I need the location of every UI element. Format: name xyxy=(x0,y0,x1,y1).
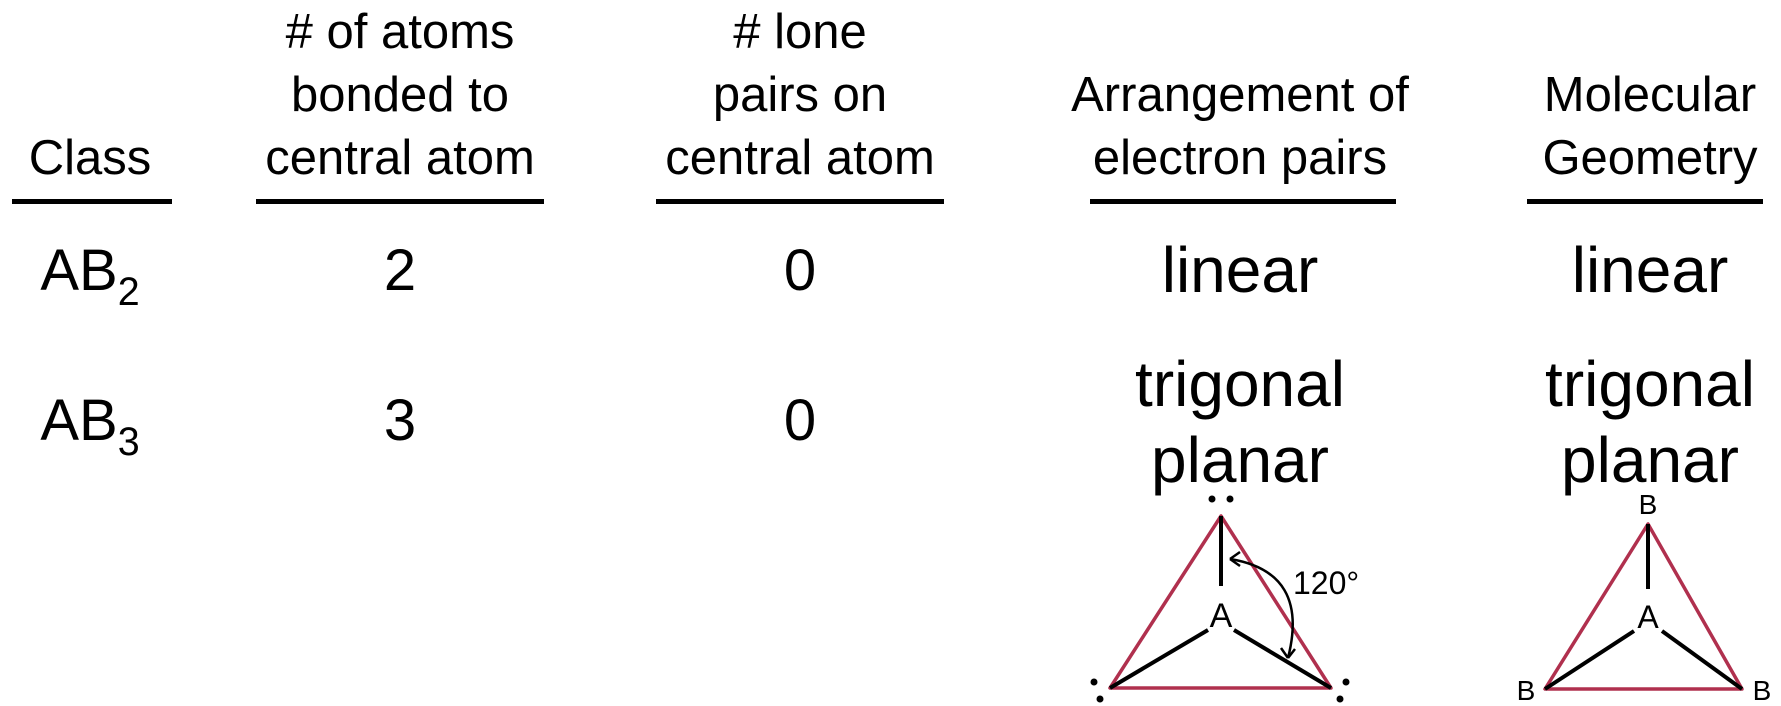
bond-right xyxy=(1234,630,1331,688)
rule-electron-arrangement xyxy=(1090,199,1396,204)
rule-lone-pairs xyxy=(656,199,944,204)
header-class: Class xyxy=(0,127,180,190)
row1-molecular-geometry: linear xyxy=(1505,232,1781,308)
row2-molecular-geometry: trigonal planar xyxy=(1505,346,1781,498)
rule-molecular-geometry xyxy=(1527,199,1763,204)
row2-class: AB3 xyxy=(0,385,180,457)
row1-electron-arrangement: linear xyxy=(1040,232,1440,308)
lone-pair-dots-top xyxy=(1209,496,1234,503)
header-electron-arrangement: Arrangement of electron pairs xyxy=(1040,64,1440,190)
molecular-geometry-diagram: A B B B xyxy=(1510,484,1780,694)
central-atom-label: A xyxy=(1210,597,1233,635)
bond-left xyxy=(1110,630,1208,688)
header-molecular-geometry: Molecular Geometry xyxy=(1505,64,1781,190)
row1-atoms-bonded: 2 xyxy=(300,235,500,307)
header-atoms-bonded: # of atoms bonded to central atom xyxy=(240,1,560,190)
bond-right xyxy=(1662,631,1742,689)
outer-atom-label-right: B xyxy=(1753,675,1772,706)
electron-pair-diagram: A 120° xyxy=(1080,494,1380,704)
central-atom-label: A xyxy=(1637,599,1659,635)
rule-atoms-bonded xyxy=(256,199,544,204)
row1-class: AB2 xyxy=(0,235,180,307)
angle-arc xyxy=(1230,559,1293,658)
lone-pair-dots-left xyxy=(1091,679,1104,703)
bond-left xyxy=(1545,631,1634,689)
rule-class xyxy=(12,199,172,204)
row1-lone-pairs: 0 xyxy=(700,235,900,307)
row2-lone-pairs: 0 xyxy=(700,385,900,457)
header-lone-pairs: # lone pairs on central atom xyxy=(640,1,960,190)
row2-atoms-bonded: 3 xyxy=(300,385,500,457)
lone-pair-dots-right xyxy=(1337,679,1350,703)
row2-electron-arrangement: trigonal planar xyxy=(1040,346,1440,498)
outer-atom-label-left: B xyxy=(1517,675,1536,706)
angle-label: 120° xyxy=(1293,565,1359,601)
outer-atom-label-top: B xyxy=(1639,489,1658,520)
